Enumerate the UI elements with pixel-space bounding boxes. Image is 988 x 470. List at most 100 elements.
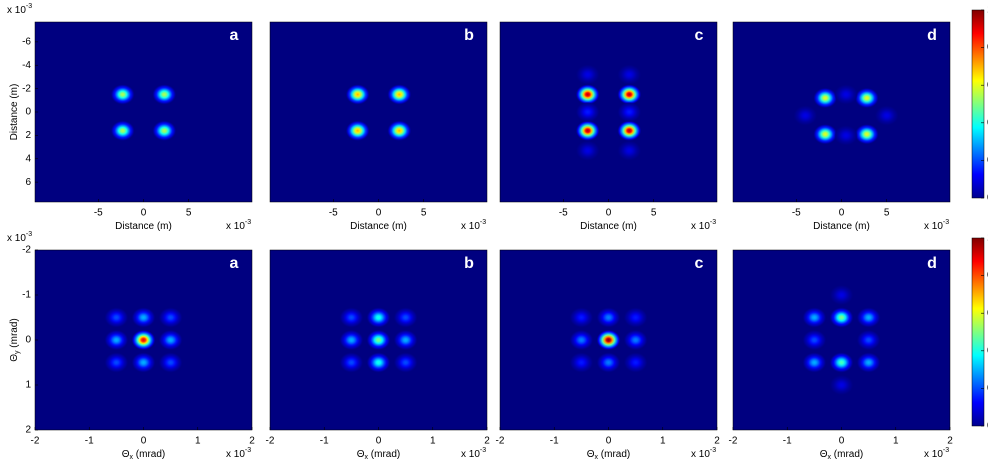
- spot: [856, 329, 881, 351]
- x-axis-label-main: Distance (m): [115, 221, 172, 232]
- y-tick-label: 2: [25, 425, 31, 436]
- y-tick-label: 6: [25, 177, 31, 188]
- spot: [802, 307, 827, 328]
- multiplier-base: x 10: [691, 221, 710, 232]
- multiplier-base: x 10: [691, 449, 710, 460]
- spots: [793, 84, 899, 146]
- spot: [834, 84, 858, 105]
- panel-label: c: [695, 255, 704, 272]
- x-axis-label: Θx (mrad): [820, 449, 864, 461]
- x-axis-label-main: Θ: [820, 449, 828, 460]
- spot: [345, 120, 370, 141]
- x-tick-label: -5: [792, 208, 801, 219]
- spot: [575, 120, 600, 141]
- x-tick-label: 2: [947, 436, 953, 447]
- spot: [569, 352, 594, 373]
- spot: [617, 64, 642, 85]
- x-tick-label: 0: [606, 436, 612, 447]
- multiplier-base: x 10: [924, 449, 943, 460]
- spot: [854, 87, 879, 109]
- spot: [575, 84, 600, 105]
- spot: [366, 307, 391, 328]
- spot: [623, 307, 648, 328]
- spots: [339, 307, 418, 373]
- x-axis-label-main: Distance (m): [580, 221, 637, 232]
- spot: [856, 352, 881, 373]
- spot: [366, 329, 391, 351]
- multiplier: x 10-3: [691, 219, 716, 232]
- spot: [829, 284, 854, 306]
- y-tick-label: 1: [25, 380, 31, 391]
- spot: [569, 329, 594, 351]
- spot: [131, 307, 156, 328]
- y-axis-label-sub: y: [14, 350, 21, 354]
- x-tick-label: -2: [31, 436, 40, 447]
- y-tick-label: -1: [22, 290, 31, 301]
- spot: [393, 329, 418, 351]
- x-tick-label: -2: [729, 436, 738, 447]
- spot: [110, 84, 135, 105]
- x-tick-label: 5: [421, 208, 427, 219]
- spots: [110, 84, 177, 141]
- panel-label: d: [927, 255, 937, 272]
- spot: [158, 307, 183, 328]
- spot: [834, 125, 858, 146]
- y-axis-label: Distance (m): [9, 84, 20, 141]
- multiplier-exp: -3: [943, 219, 949, 226]
- spots: [345, 84, 412, 141]
- spot: [152, 120, 177, 141]
- x-axis-label-sub: x: [828, 454, 832, 461]
- spot: [575, 64, 600, 85]
- x-tick-label: 2: [714, 436, 720, 447]
- y-axis-label-main: Distance (m): [9, 84, 20, 141]
- multiplier-base: x 10: [7, 233, 26, 244]
- spot: [110, 120, 135, 141]
- spots: [104, 307, 183, 373]
- colorbar: [971, 237, 985, 427]
- spot: [575, 101, 600, 123]
- x-axis-label-main: Θ: [357, 449, 365, 460]
- plot-area: [34, 21, 253, 203]
- spot: [345, 84, 370, 105]
- multiplier-base: x 10: [226, 221, 245, 232]
- spot: [829, 307, 854, 328]
- x-axis-label: Θx (mrad): [357, 449, 401, 461]
- multiplier: x 10-3: [461, 447, 486, 460]
- x-axis-label-main: Distance (m): [813, 221, 870, 232]
- x-tick-label: 2: [249, 436, 255, 447]
- spot: [854, 124, 879, 145]
- y-axis-label-main: Θ: [9, 354, 20, 362]
- spot: [339, 307, 364, 328]
- x-axis-label: Distance (m): [115, 221, 172, 232]
- spot: [829, 352, 854, 373]
- x-tick-label: -1: [783, 436, 792, 447]
- x-tick-label: 0: [839, 208, 845, 219]
- multiplier-exp: -3: [26, 231, 32, 238]
- x-axis-label: Distance (m): [580, 221, 637, 232]
- multiplier-exp: -3: [710, 219, 716, 226]
- x-tick-label: 1: [430, 436, 436, 447]
- x-tick-label: -5: [559, 208, 568, 219]
- y-tick-label: 0: [25, 335, 31, 346]
- spot: [131, 352, 156, 373]
- x-tick-label: -1: [550, 436, 559, 447]
- x-axis-label: Θx (mrad): [587, 449, 631, 461]
- spots: [802, 284, 881, 396]
- multiplier-exp: -3: [245, 219, 251, 226]
- multiplier: x 10-3: [7, 231, 32, 244]
- spot: [813, 124, 838, 145]
- spot: [393, 307, 418, 328]
- x-tick-label: 0: [606, 208, 612, 219]
- spot: [856, 307, 881, 328]
- multiplier: x 10-3: [924, 219, 949, 232]
- panel-label: c: [695, 27, 704, 44]
- plot-area: [732, 21, 951, 203]
- x-axis-label: Θx (mrad): [122, 449, 166, 461]
- x-axis-label-main: Θ: [587, 449, 595, 460]
- spot: [829, 374, 854, 396]
- y-tick-label: -2: [22, 83, 31, 94]
- x-tick-label: 0: [376, 436, 382, 447]
- x-axis-label-main: Distance (m): [350, 221, 407, 232]
- multiplier-exp: -3: [480, 447, 486, 454]
- x-tick-label: -2: [496, 436, 505, 447]
